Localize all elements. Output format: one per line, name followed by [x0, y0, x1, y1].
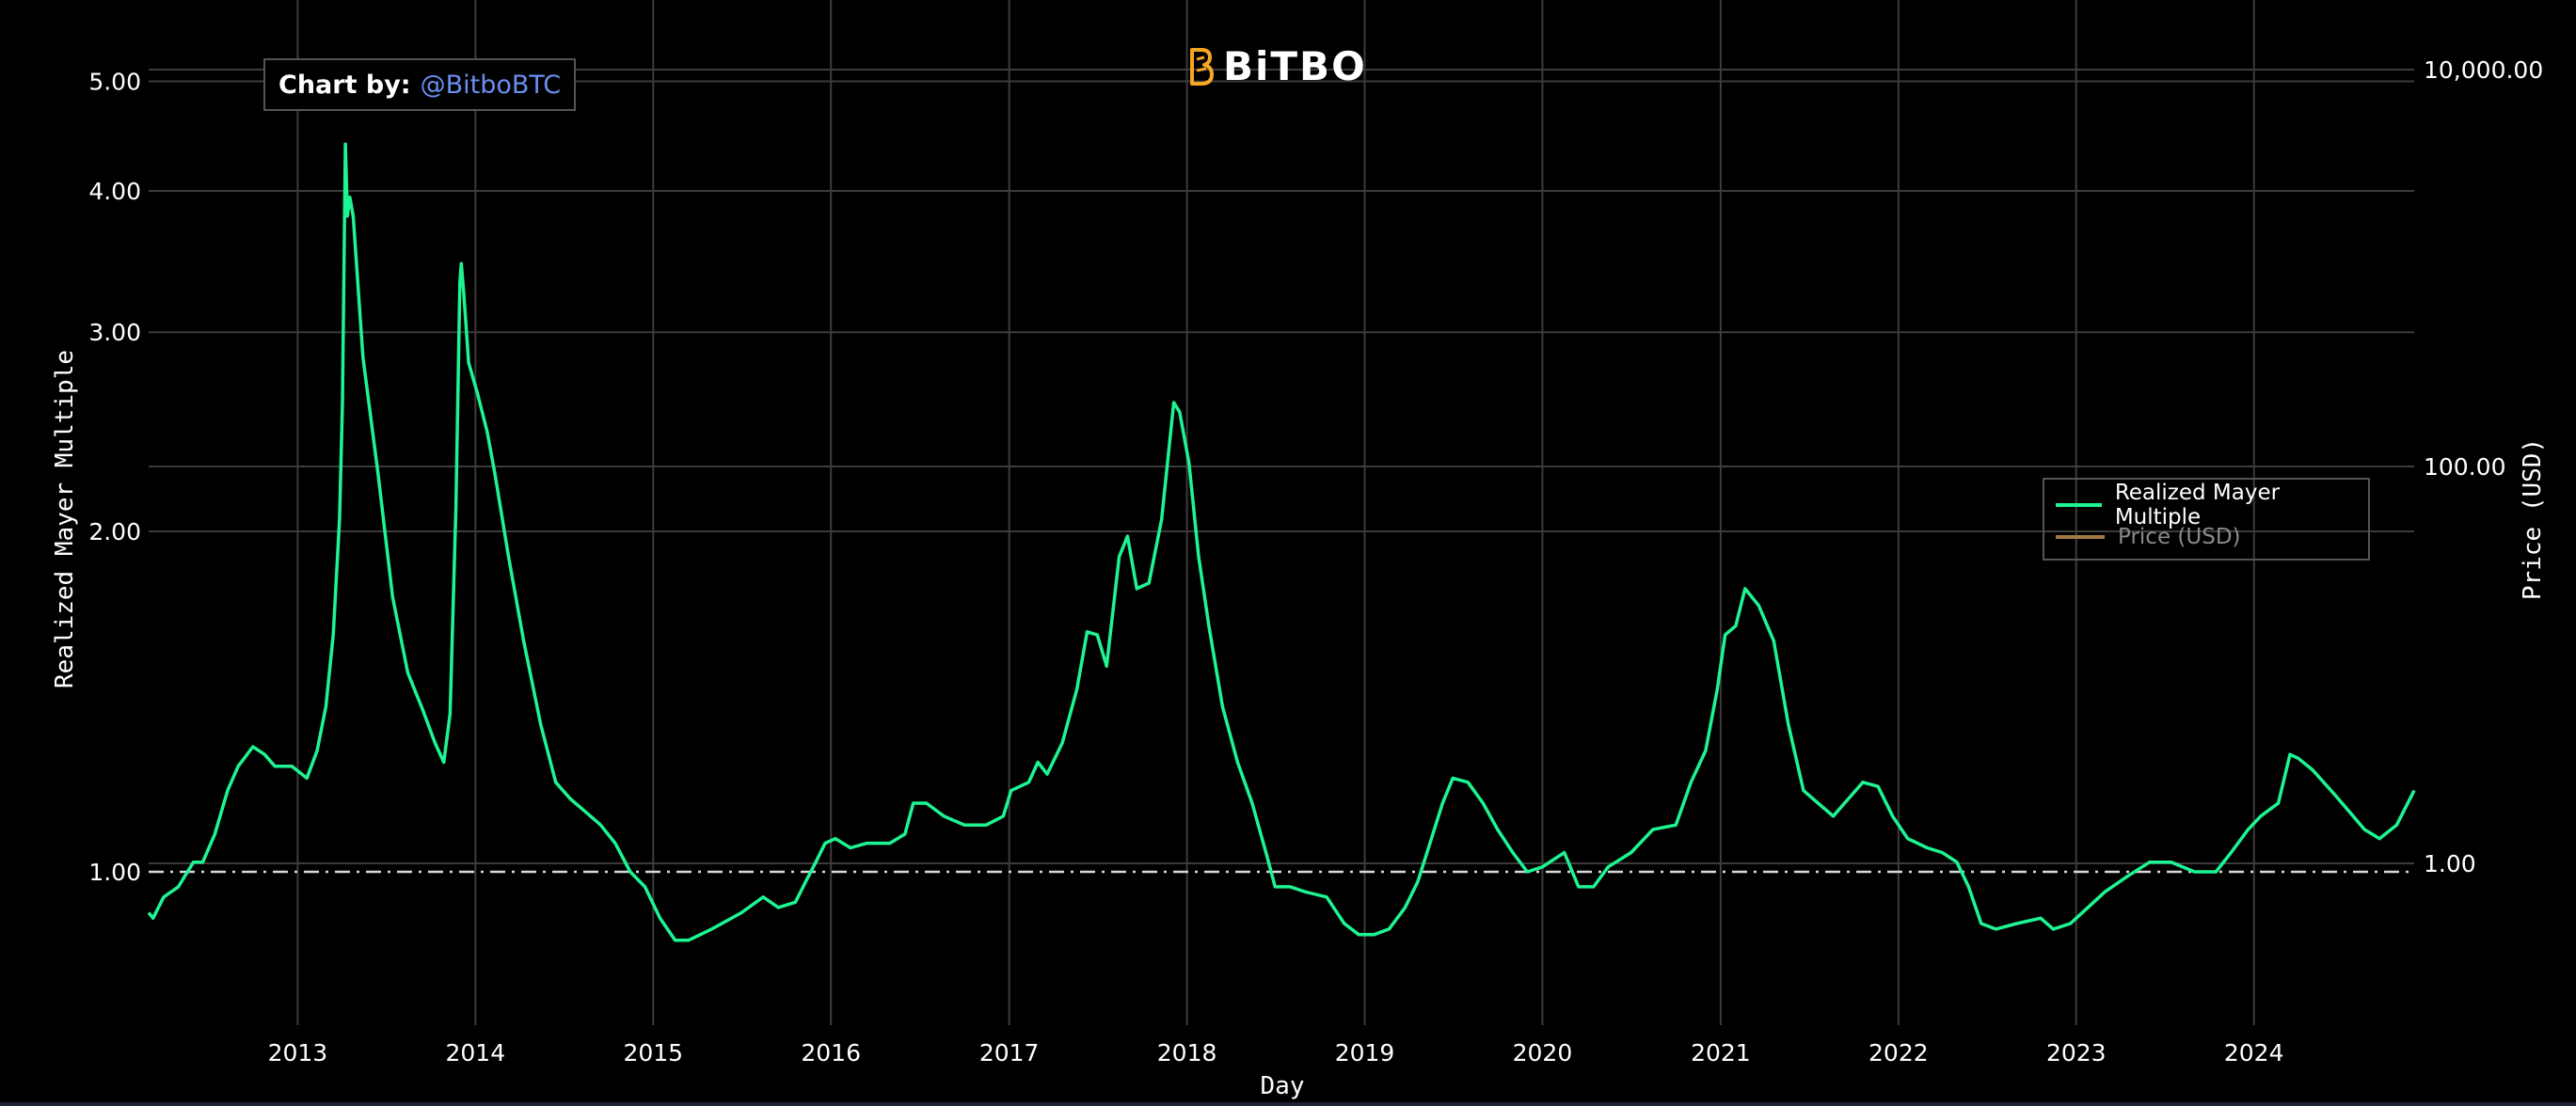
bottom-strip	[0, 1102, 2576, 1106]
y-tick-label-1: 2.00	[88, 518, 141, 545]
x-tick-label-2021: 2021	[1691, 1039, 1751, 1066]
chart-legend: Realized Mayer Multiple Price (USD)	[2043, 478, 2370, 561]
y-tick-labels: 1.00 2.00 3.00 4.00 5.00	[88, 68, 141, 886]
y-axis-title: Realized Mayer Multiple	[51, 350, 79, 688]
legend-item-mayer[interactable]: Realized Mayer Multiple	[2056, 481, 2357, 529]
x-tick-label-2022: 2022	[1868, 1039, 1929, 1066]
credit-handle-link[interactable]: @BitboBTC	[420, 70, 562, 100]
legend-label-price: Price (USD)	[2118, 525, 2241, 549]
x-tick-label-2014: 2014	[446, 1039, 506, 1066]
y-tick-label-3: 4.00	[88, 178, 141, 205]
y2-axis-title: Price (USD)	[2519, 438, 2547, 600]
x-axis-title: Day	[1261, 1072, 1305, 1100]
legend-swatch-price	[2056, 535, 2105, 539]
series-line-realized-mayer-multiple	[147, 142, 2416, 942]
y2-tick-label-0: 1.00	[2424, 850, 2476, 877]
y2-tick-label-1: 100.00	[2424, 453, 2505, 481]
x-tick-label-2024: 2024	[2224, 1039, 2284, 1066]
chart-credit-box: Chart by: @BitboBTC	[263, 58, 577, 111]
y-tick-label-2: 3.00	[88, 319, 141, 346]
logo-wordmark: BiTBO	[1223, 43, 1367, 89]
x-tick-label-2015: 2015	[623, 1039, 683, 1066]
x-tick-label-2019: 2019	[1335, 1039, 1395, 1066]
x-tick-labels: 2013 2014 2015 2016 2017 2018 2019 2020 2021 2022…	[268, 1039, 2284, 1066]
x-tick-label-2018: 2018	[1157, 1039, 1217, 1066]
y2-tick-labels: 1.00 100.00 10,000.00	[2424, 56, 2543, 877]
bitbo-logo: BiTBO	[1187, 43, 1367, 89]
y2-tick-label-2: 10,000.00	[2424, 56, 2543, 84]
x-tick-label-2013: 2013	[268, 1039, 328, 1066]
x-tick-label-2023: 2023	[2046, 1039, 2107, 1066]
y-tick-label-0: 1.00	[88, 859, 141, 886]
legend-swatch-mayer	[2056, 503, 2102, 507]
legend-label-mayer: Realized Mayer Multiple	[2114, 481, 2281, 529]
bitbo-b-icon	[1190, 47, 1214, 86]
x-gridlines	[296, 0, 2255, 1025]
x-tick-label-2017: 2017	[979, 1039, 1040, 1066]
x-tick-label-2016: 2016	[801, 1039, 861, 1066]
y-tick-label-4: 5.00	[88, 68, 141, 95]
x-tick-label-2020: 2020	[1513, 1039, 1573, 1066]
credit-prefix: Chart by:	[278, 70, 411, 100]
y-gridlines	[149, 80, 2414, 532]
legend-item-price[interactable]: Price (USD)	[2056, 521, 2357, 553]
y2-gridlines	[149, 69, 2414, 864]
